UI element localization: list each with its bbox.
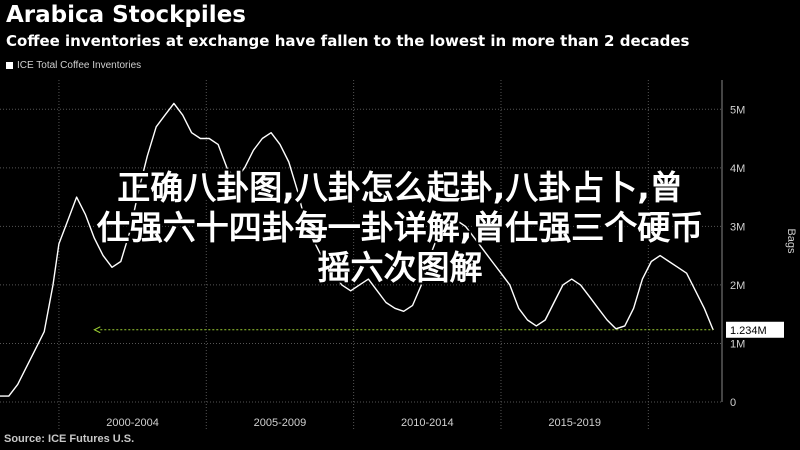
- y-tick-label: 1M: [730, 338, 745, 350]
- overlay-line-1: 正确八卦图,八卦怎么起卦,八卦占卜,曾: [117, 168, 683, 207]
- x-tick-label: 2005-2009: [254, 417, 307, 429]
- chart-title: Arabica Stockpiles: [6, 2, 246, 28]
- reference-arrow-icon: [93, 326, 101, 334]
- legend: ICE Total Coffee Inventories: [6, 60, 141, 71]
- series-line: [0, 102, 714, 397]
- y-tick-label: 5M: [730, 104, 745, 116]
- y-tick-label: 0: [730, 397, 736, 409]
- x-tick-label: 2015-2019: [548, 417, 601, 429]
- overlay-line-2: 仕强六十四卦每一卦详解,曾仕强三个硬币: [96, 208, 704, 247]
- y-tick-label: 4M: [730, 163, 745, 175]
- last-value-label: 1.234M: [730, 325, 767, 337]
- overlay-caption: 正确八卦图,八卦怎么起卦,八卦占卜,曾 仕强六十四卦每一卦详解,曾仕强三个硬币 …: [0, 168, 800, 288]
- overlay-line-3: 摇六次图解: [317, 248, 483, 287]
- legend-swatch: [6, 62, 13, 69]
- source-note: Source: ICE Futures U.S.: [4, 433, 135, 445]
- y-axis-title: Bags: [785, 228, 797, 254]
- x-tick-label: 2010-2014: [401, 417, 454, 429]
- y-tick-label: 3M: [730, 221, 745, 233]
- last-value-box: [726, 321, 784, 338]
- legend-label: ICE Total Coffee Inventories: [17, 60, 142, 71]
- y-tick-label: 2M: [730, 280, 745, 292]
- x-tick-label: 2000-2004: [106, 417, 159, 429]
- chart-subtitle: Coffee inventories at exchange have fall…: [6, 32, 690, 50]
